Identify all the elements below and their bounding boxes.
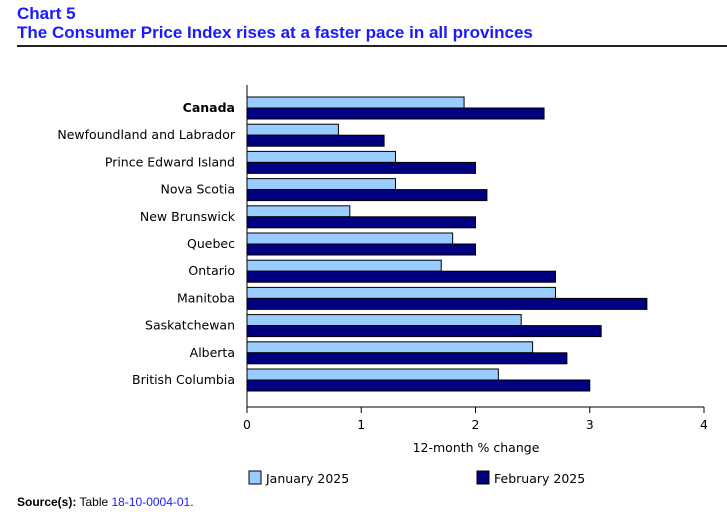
bar-january — [246, 205, 351, 218]
category-label: Alberta — [190, 345, 235, 360]
bar-february — [246, 325, 602, 338]
category-label: Manitoba — [177, 290, 235, 305]
source-note: Source(s): Table 18-10-0004-01. — [17, 495, 194, 509]
category-label: British Columbia — [132, 372, 235, 387]
bar-january — [246, 286, 556, 299]
bar-february — [246, 243, 476, 256]
x-tick-label: 1 — [357, 417, 365, 432]
bar-january — [246, 96, 465, 109]
x-tick-label: 2 — [472, 417, 480, 432]
bar-january — [246, 259, 442, 272]
bar-january — [246, 232, 454, 245]
bar-february — [246, 352, 568, 365]
legend-swatch — [476, 470, 490, 485]
bar-february — [246, 216, 476, 229]
category-label: Quebec — [187, 236, 235, 251]
legend-label: February 2025 — [494, 471, 585, 486]
source-end: . — [190, 495, 194, 509]
bar-february — [246, 107, 545, 120]
category-label: Saskatchewan — [145, 318, 235, 333]
bar-february — [246, 270, 556, 283]
bar-january — [246, 341, 534, 354]
bar-february — [246, 297, 648, 310]
category-label: Nova Scotia — [160, 182, 235, 197]
bar-january — [246, 150, 397, 163]
category-label: Prince Edward Island — [105, 154, 235, 169]
bar-january — [246, 368, 499, 381]
category-label: Newfoundland and Labrador — [57, 127, 235, 142]
chart-number: Chart 5 — [17, 4, 76, 23]
chart-title: The Consumer Price Index rises at a fast… — [17, 23, 533, 42]
x-tick-label: 3 — [586, 417, 594, 432]
source-text: Table — [79, 495, 109, 509]
bar-february — [246, 161, 476, 174]
bar-february — [246, 379, 591, 392]
source-link[interactable]: 18-10-0004-01 — [111, 495, 191, 509]
bar-january — [246, 123, 339, 136]
x-tick-label: 0 — [243, 417, 251, 432]
legend-label: January 2025 — [265, 471, 349, 486]
category-label: Ontario — [188, 263, 235, 278]
title-rule — [17, 45, 727, 47]
x-axis-title: 12-month % change — [413, 440, 540, 455]
bar-february — [246, 134, 385, 147]
category-label: Canada — [183, 100, 235, 115]
x-tick-label: 4 — [700, 417, 708, 432]
category-label: New Brunswick — [140, 209, 236, 224]
bar-january — [246, 178, 397, 191]
legend-swatch — [248, 470, 262, 485]
bar-february — [246, 189, 488, 202]
source-label: Source(s): — [17, 495, 77, 509]
bar-january — [246, 314, 522, 327]
